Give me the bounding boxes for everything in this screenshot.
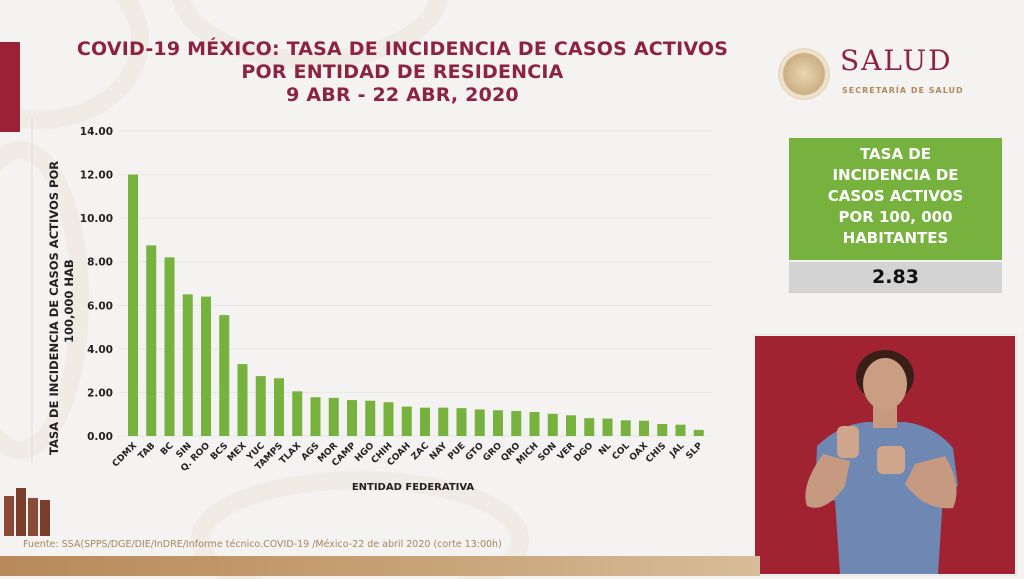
y-tick-label: 12.00 [80,170,113,182]
x-axis-label: ENTIDAD FEDERATIVA [352,482,475,493]
summary-label-line: TASA DE [859,145,931,163]
bar-nay [438,407,449,436]
bar-cdmx [128,174,138,437]
bar-mor [328,397,339,436]
coat-of-arms-seal-icon [778,48,830,100]
bar-gto [474,409,485,436]
x-tick-label: ZAC [410,441,432,463]
summary-label-line: HABITANTES [842,229,949,247]
y-tick-label: 6.00 [87,300,113,312]
title-line-2: POR ENTIDAD DE RESIDENCIA [241,61,564,83]
bar-gro [493,410,503,436]
y-tick-label: 10.00 [80,213,113,225]
x-tick-label: CHIS [644,441,668,465]
accent-strip [0,42,20,132]
background-ornament [0,0,149,129]
x-tick-label: CDMX [111,441,139,469]
x-tick-label: BC [159,441,176,458]
bar-chis [657,424,668,436]
logo-name: SALUD [840,44,953,77]
summary-label-box: TASA DE INCIDENCIA DE CASOS ACTIVOS POR … [789,138,1002,260]
y-tick-label: 2.00 [87,387,113,399]
summary-label-line: INCIDENCIA DE [832,166,959,184]
historical-figures-icon [4,488,50,536]
gridlines [118,130,712,437]
bar-tab [146,245,157,436]
bar-qro [511,410,522,436]
background-ornament [191,471,529,579]
background-ornament [172,0,448,69]
bar-chart: 0.00 2.00 4.00 6.00 8.00 10.00 12.00 14.00 CDMX… [31,117,712,493]
source-note: Fuente: SSA(SPPS/DGE/DIE/InDRE/Informe t… [23,539,502,550]
y-tick-label: 0.00 [87,431,113,443]
bar-col [620,420,631,436]
bar-sin [182,294,193,436]
interpreter-video [755,336,1015,574]
salud-logo: SALUD SECRETARÍA DE SALUD [778,44,1003,106]
chart-title: COVID-19 MÉXICO: TASA DE INCIDENCIA DE C… [40,38,765,107]
y-tick-label: 14.00 [80,126,113,138]
y-tick-label: 8.00 [87,257,113,269]
x-tick-label: SLP [684,441,705,462]
x-tick-label: TAB [137,441,158,462]
summary-value: 2.83 [789,262,1002,293]
x-tick-label: PUE [446,441,467,462]
footer-bar [0,556,760,576]
bar-tlax [292,391,303,436]
bar-coah [401,406,412,436]
bar-mex [237,364,248,436]
y-tick-label: 4.00 [87,344,113,356]
bar-yuc [255,376,266,436]
video-frame-border [753,334,1017,576]
x-tick-label: JAL [667,441,686,460]
title-line-1: COVID-19 MÉXICO: TASA DE INCIDENCIA DE C… [76,38,729,60]
bars [128,174,704,437]
bar-oax [639,420,649,436]
summary-label-line: CASOS ACTIVOS [827,187,964,205]
bar-dgo [584,418,595,436]
x-tick-label: COL [611,441,632,462]
summary-label-line: POR 100, 000 [838,208,953,226]
x-tick-label: TLAX [278,441,303,466]
x-tick-label: NAY [428,441,450,463]
y-axis-label-line-1: TASA DE INCIDENCIA DE CASOS ACTIVOS POR [47,161,61,455]
bar-bcs [219,315,230,436]
bar-nl [602,418,613,436]
bar-chih [383,402,394,436]
y-axis-label-line-2: 100,000 HAB [62,259,76,343]
bar-mich [529,412,540,436]
logo-subtitle: SECRETARÍA DE SALUD [842,86,964,95]
interpreter-person-icon [805,350,958,574]
bar-son [547,413,558,436]
bar-hgo [365,400,376,436]
x-tick-label: GRO [482,441,505,464]
bar-camp [347,400,357,436]
x-tick-label: SON [536,441,558,463]
bar-jal [675,424,686,436]
bar-qroo [201,296,211,436]
x-tick-label: DGO [572,441,595,464]
bar-zac [420,407,430,436]
bar-slp [693,429,704,436]
x-tick-label: MEX [226,441,249,464]
bar-ags [310,397,321,436]
bar-ver [566,415,576,436]
background-ornament [0,141,89,459]
bar-tamps [274,378,284,436]
x-tick-label: GTO [464,441,486,463]
y-tick-labels: 0.00 2.00 4.00 6.00 8.00 10.00 12.00 14.00 [80,126,113,443]
bar-bc [164,257,175,436]
title-line-3: 9 ABR - 22 ABR, 2020 [286,84,519,106]
bar-pue [456,408,467,436]
